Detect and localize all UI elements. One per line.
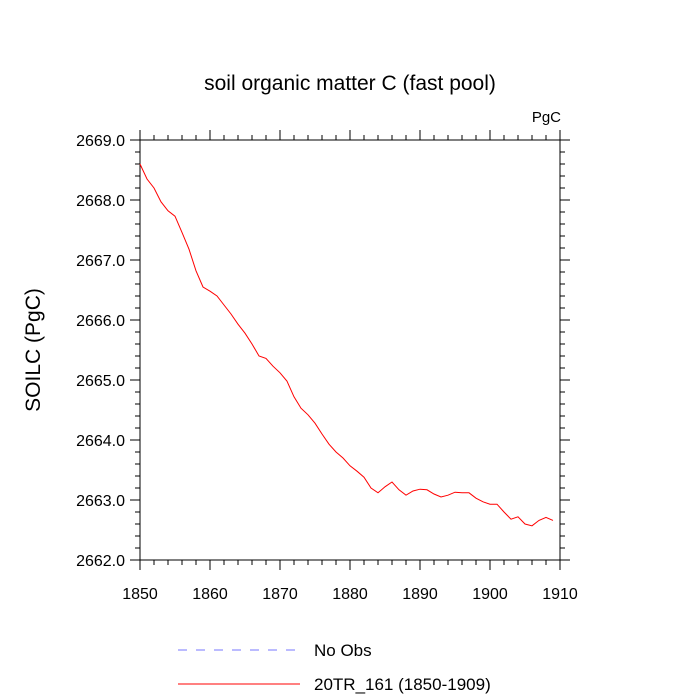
plot-frame [139,139,561,561]
y-tick-label: 2663.0 [76,493,125,510]
series-lines [139,163,554,527]
y-tick-label: 2664.0 [76,433,125,450]
legend: No Obs 20TR_161 (1850-1909) [178,641,491,694]
units-label: PgC [532,109,561,126]
y-axis-label: SOILC (PgC) [22,288,45,412]
x-tick-label: 1910 [542,586,578,603]
y-tick-label: 2666.0 [76,313,125,330]
x-tick-label: 1850 [122,586,158,603]
axis-ticks [130,130,570,570]
legend-label: No Obs [314,641,372,660]
tick-labels: 1850 1860 1870 1880 1890 1900 1910 2662.0 2663.0… [76,133,578,603]
x-tick-label: 1860 [192,586,228,603]
y-tick-label: 2668.0 [76,193,125,210]
x-tick-label: 1870 [262,586,298,603]
y-tick-label: 2665.0 [76,373,125,390]
chart-title: soil organic matter C (fast pool) [204,72,496,95]
legend-label: 20TR_161 (1850-1909) [314,675,491,694]
x-tick-label: 1900 [472,586,508,603]
x-tick-label: 1890 [402,586,438,603]
series-line [139,163,554,527]
x-tick-label: 1880 [332,586,368,603]
y-tick-label: 2669.0 [76,133,125,150]
y-tick-label: 2662.0 [76,553,125,570]
y-tick-label: 2667.0 [76,253,125,270]
